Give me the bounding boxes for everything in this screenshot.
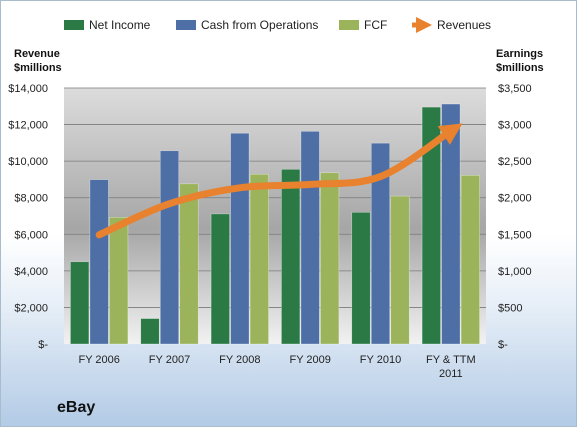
x-tick-label-line: FY 2009 xyxy=(289,354,330,366)
x-tick-label-line: FY 2010 xyxy=(360,354,401,366)
bar-fcf xyxy=(460,175,480,345)
y-right-tick-label: $- xyxy=(498,339,508,351)
company-name: eBay xyxy=(57,399,96,416)
bar-net-income xyxy=(351,211,371,345)
y-right-axis-title: Earnings $millions xyxy=(496,48,544,74)
x-tick-label: FY 2009 xyxy=(289,354,330,366)
y-right-axis-title-line: $millions xyxy=(496,62,544,74)
bar-fcf xyxy=(390,195,410,345)
gridlines xyxy=(64,87,486,308)
revenue-line-group xyxy=(95,123,463,239)
y-left-tick-label: $4,000 xyxy=(14,266,48,278)
y-left-tick-label: $6,000 xyxy=(14,229,48,241)
y-left-tick-label: $2,000 xyxy=(14,302,48,314)
x-tick-label-line: 2011 xyxy=(439,368,463,380)
legend-label-fcf: FCF xyxy=(364,18,387,32)
x-tick-label: FY 2006 xyxy=(78,354,119,366)
y-right-axis-title-line: Earnings xyxy=(496,48,543,60)
bar-fcf xyxy=(109,217,129,345)
bar-net-income xyxy=(210,213,230,345)
legend-label-net-income: Net Income xyxy=(89,18,151,32)
x-tick-label-line: FY 2008 xyxy=(219,354,260,366)
revenue-line xyxy=(95,123,463,239)
x-tick-label: FY 2010 xyxy=(360,354,401,366)
bar-cash-from-operations xyxy=(89,179,109,345)
x-tick-label: FY 2008 xyxy=(219,354,260,366)
x-tick-label: FY & TTM 2011 xyxy=(426,354,476,380)
legend-swatch-cash-from-operations xyxy=(176,20,196,30)
y-right-tick-label: $2,000 xyxy=(498,193,532,205)
y-left-tick-label: $10,000 xyxy=(8,156,48,168)
bar-fcf xyxy=(179,183,199,345)
bar-cash-from-operations xyxy=(441,103,461,345)
legend-label-cash-from-operations: Cash from Operations xyxy=(201,18,318,32)
legend-swatch-net-income xyxy=(64,20,84,30)
bar-cash-from-operations xyxy=(159,150,180,345)
y-right-tick-label: $1,500 xyxy=(498,229,532,241)
bar-net-income xyxy=(140,318,160,345)
y-right-tick-label: $500 xyxy=(498,302,522,314)
y-right-tick-label: $1,000 xyxy=(498,266,532,278)
bar-fcf xyxy=(320,172,340,345)
bar-cash-from-operations xyxy=(370,142,391,345)
x-tick-label-line: FY 2006 xyxy=(78,354,119,366)
legend: Net Income Cash from Operations FCF Revenue… xyxy=(64,16,491,33)
axes-group: $- $- $2,000 $500 $4,000 $1,000 $6,000 $1,500 $8… xyxy=(8,48,543,380)
legend-swatch-fcf xyxy=(339,20,359,30)
y-left-axis-title: Revenue $millions xyxy=(14,48,62,74)
y-right-tick-label: $2,500 xyxy=(498,156,532,168)
bar-net-income xyxy=(281,168,301,345)
y-left-tick-label: $12,000 xyxy=(8,120,48,132)
x-tick-label-line: FY & TTM xyxy=(426,354,476,366)
bar-net-income xyxy=(70,261,90,345)
legend-label-revenues: Revenues xyxy=(437,18,491,32)
y-right-tick-label: $3,000 xyxy=(498,120,532,132)
bar-cash-from-operations xyxy=(230,132,250,345)
bar-net-income xyxy=(421,106,441,345)
y-left-axis-title-line: Revenue xyxy=(14,48,60,60)
y-right-tick-label: $3,500 xyxy=(498,83,532,95)
y-left-tick-label: $14,000 xyxy=(8,83,48,95)
y-left-tick-label: $- xyxy=(38,339,48,351)
y-left-tick-label: $8,000 xyxy=(14,193,48,205)
x-tick-label-line: FY 2007 xyxy=(149,354,190,366)
x-tick-label: FY 2007 xyxy=(149,354,190,366)
bar-fcf xyxy=(249,173,269,345)
y-left-axis-title-line: $millions xyxy=(14,62,62,74)
bar-cash-from-operations xyxy=(300,131,320,345)
